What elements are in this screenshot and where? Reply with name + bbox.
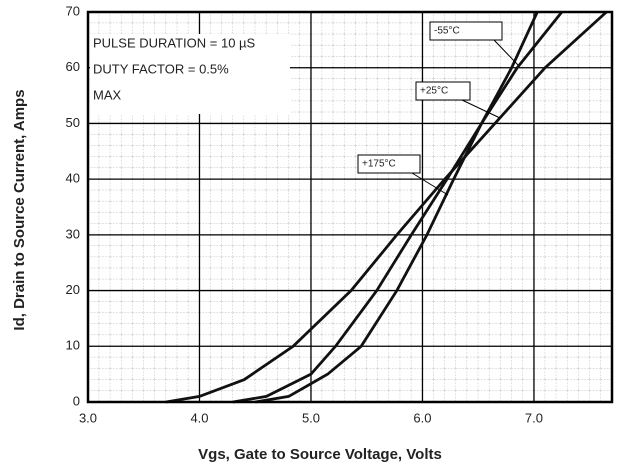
- leader-line: [493, 39, 519, 66]
- leader-line: [411, 172, 449, 196]
- curves: [165, 10, 608, 404]
- y-axis-title: Id, Drain to Source Current, Amps: [11, 89, 28, 330]
- series-label: -55°C: [434, 26, 460, 37]
- x-tick-label: 5.0: [302, 410, 320, 425]
- curve: [232, 11, 563, 404]
- label-box: [357, 154, 421, 174]
- series-label: +175°C: [362, 159, 396, 170]
- label-box: [415, 81, 471, 101]
- leader-line: [461, 99, 501, 119]
- label-box: [429, 21, 503, 41]
- x-tick-label: 3.0: [79, 410, 97, 425]
- annotation-bg: [90, 34, 290, 114]
- y-tick-label: 40: [66, 171, 80, 186]
- y-tick-label: 0: [73, 393, 80, 408]
- plot-frame: [86, 10, 614, 404]
- annotation: PULSE DURATION = 10 µS: [93, 35, 256, 50]
- x-tick-label: 4.0: [190, 410, 208, 425]
- annotation: DUTY FACTOR = 0.5%: [93, 61, 229, 76]
- y-tick-label: 10: [66, 338, 80, 353]
- series-label: +25°C: [420, 86, 448, 97]
- x-tick-label: 7.0: [525, 410, 543, 425]
- y-tick-label: 20: [66, 282, 80, 297]
- x-tick-label: 6.0: [413, 410, 431, 425]
- annotation: MAX: [93, 87, 122, 102]
- x-axis-title: Vgs, Gate to Source Voltage, Volts: [198, 446, 442, 463]
- y-tick-label: 30: [66, 226, 80, 241]
- y-tick-label: 70: [66, 3, 80, 18]
- curve: [255, 11, 539, 404]
- y-tick-label: 50: [66, 115, 80, 130]
- grid: [87, 11, 612, 403]
- y-tick-label: 60: [66, 59, 80, 74]
- curve: [165, 10, 608, 404]
